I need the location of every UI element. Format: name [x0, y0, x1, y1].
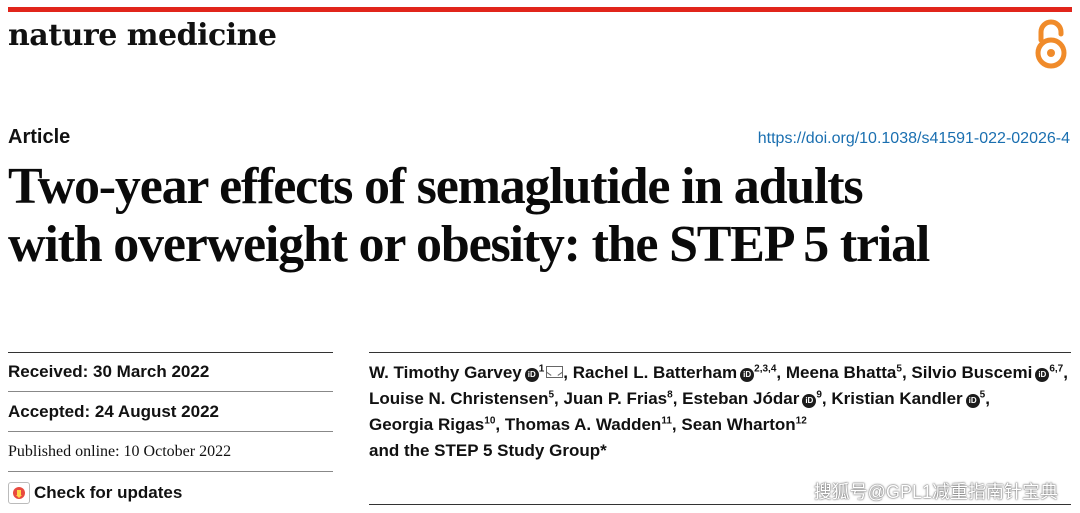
author-link[interactable]: Kristian Kandler iD5 — [831, 389, 986, 408]
mail-icon[interactable] — [546, 366, 564, 378]
check-updates-button[interactable]: Check for updates — [8, 482, 182, 504]
author-link[interactable]: Esteban Jódar iD9 — [682, 389, 822, 408]
accepted-date: Accepted: 24 August 2022 — [8, 392, 333, 432]
author-link[interactable]: Meena Bhatta5 — [785, 363, 902, 382]
check-updates-label: Check for updates — [34, 483, 183, 502]
author-link[interactable]: Thomas A. Wadden11 — [504, 415, 672, 434]
top-accent-bar — [8, 7, 1072, 12]
author-link[interactable]: Louise N. Christensen5 — [369, 389, 555, 408]
author-link[interactable]: Rachel L. Batterham iD2,3,4 — [572, 363, 777, 382]
open-access-icon[interactable] — [1033, 18, 1069, 70]
authors-divider — [369, 352, 1071, 353]
source-watermark: 搜狐号@GPL1减重指南针宝典 — [813, 482, 1058, 502]
dates-divider — [8, 352, 333, 353]
title-line-2: with overweight or obesity: the STEP 5 t… — [8, 216, 930, 273]
author-link[interactable]: Sean Wharton12 — [681, 415, 807, 434]
orcid-icon[interactable]: iD — [802, 394, 817, 408]
published-date: Published online: 10 October 2022 — [8, 432, 333, 472]
author-list: W. Timothy Garvey iD1, Rachel L. Batterha… — [369, 363, 1068, 460]
author-link[interactable]: Georgia Rigas10 — [369, 415, 496, 434]
article-type: Article — [8, 126, 71, 148]
orcid-icon[interactable]: iD — [740, 368, 755, 382]
orcid-icon[interactable]: iD — [524, 368, 539, 382]
orcid-icon[interactable]: iD — [1035, 368, 1050, 382]
author-link[interactable]: Silvio Buscemi iD6,7 — [911, 363, 1064, 382]
check-updates-icon — [8, 482, 30, 504]
journal-logo[interactable]: nature medicine — [8, 18, 277, 53]
doi-link[interactable]: https://doi.org/10.1038/s41591-022-02026… — [757, 130, 1070, 147]
article-title: Two-year effects of semaglutide in adult… — [8, 158, 1068, 274]
author-link[interactable]: Juan P. Frias8 — [563, 389, 673, 408]
title-line-1: Two-year effects of semaglutide in adult… — [8, 158, 864, 215]
article-dates: Received: 30 March 2022 Accepted: 24 Aug… — [8, 352, 333, 472]
author-link[interactable]: W. Timothy Garvey iD1 — [369, 363, 564, 382]
study-group-link[interactable]: and the STEP 5 Study Group* — [369, 441, 607, 460]
authors-bottom-divider — [369, 504, 1071, 505]
orcid-icon[interactable]: iD — [965, 394, 980, 408]
received-date: Received: 30 March 2022 — [8, 352, 333, 392]
